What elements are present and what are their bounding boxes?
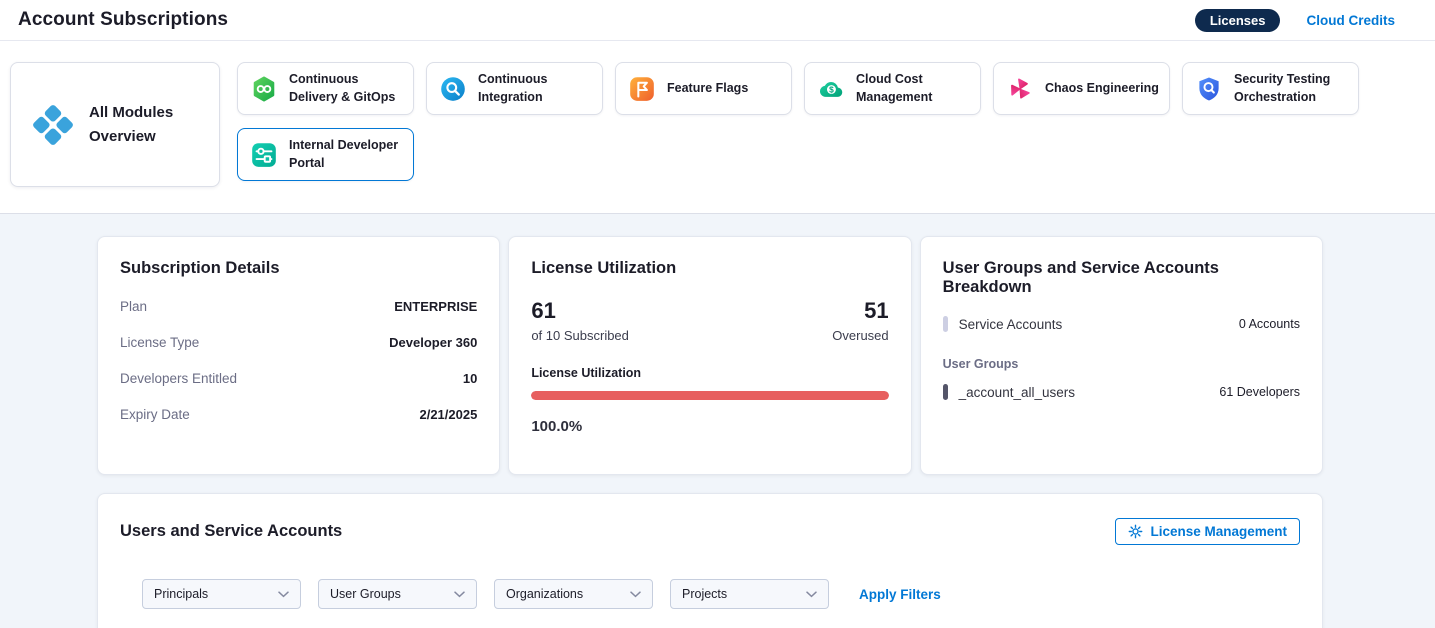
service-accounts-row: Service Accounts 0 Accounts [942,316,1300,332]
module-tile-continuous-delivery[interactable]: Continuous Delivery & GitOps [237,62,414,115]
license-utilization-stats: 61 of 10 Subscribed 51 Overused [531,298,888,343]
utilization-bar-track [531,391,889,400]
license-management-label: License Management [1150,524,1287,539]
all-modules-overview-card[interactable]: All Modules Overview [10,62,220,187]
module-tiles: Continuous Delivery & GitOps Continuous … [237,62,1377,187]
gear-icon [1129,524,1143,539]
module-tile-chaos-engineering[interactable]: Chaos Engineering [993,62,1170,115]
module-tile-cloud-cost-management[interactable]: $ Cloud Cost Management [804,62,981,115]
ccm-icon: $ [819,81,843,97]
module-tile-label: Security Testing Orchestration [1234,72,1331,104]
ci-icon [441,76,465,101]
detail-row-license-type: License Type Developer 360 [120,335,478,350]
service-accounts-value: 0 Accounts [1238,317,1300,331]
tab-licenses[interactable]: Licenses [1194,8,1281,32]
tab-cloud-credits[interactable]: Cloud Credits [1306,12,1395,28]
filters-row: Principals User Groups Organizations Pro… [142,579,1300,609]
breakdown-card: User Groups and Service Accounts Breakdo… [919,236,1323,475]
top-bar: Account Subscriptions Licenses Cloud Cre… [0,0,1435,41]
detail-row-expiry-date: Expiry Date 2/21/2025 [120,407,478,422]
chaos-icon [1011,78,1030,99]
overused-stat: 51 Overused [832,298,888,343]
detail-row-developers-entitled: Developers Entitled 10 [120,371,478,386]
user-groups-filter-dropdown[interactable]: User Groups [318,579,477,609]
summary-cards-row: Subscription Details Plan ENTERPRISE Lic… [97,236,1323,475]
user-groups-heading: User Groups [942,357,1019,371]
user-group-marker [942,384,948,400]
users-section-header: Users and Service Accounts License Manag… [120,518,1300,545]
subscriptions-content: Subscription Details Plan ENTERPRISE Lic… [0,214,1435,628]
projects-filter-dropdown[interactable]: Projects [670,579,829,609]
all-modules-overview-label: All Modules Overview [89,104,174,145]
organizations-filter-dropdown[interactable]: Organizations [494,579,653,609]
chevron-down-icon [630,590,641,597]
service-accounts-label: Service Accounts [958,316,1063,332]
subscription-details-title: Subscription Details [120,259,280,277]
license-utilization-title: License Utilization [531,259,677,277]
chevron-down-icon [278,590,289,597]
utilization-percent: 100.0% [531,418,583,435]
page-title: Account Subscriptions [18,9,229,30]
module-tile-label: Continuous Integration [478,72,548,104]
user-group-name: _account_all_users [958,384,1075,400]
overused-caption: Overused [832,328,889,343]
module-tile-label: Cloud Cost Management [856,72,933,104]
users-section-title: Users and Service Accounts [120,522,343,540]
cd-gitops-icon [253,76,275,101]
module-tile-label: Continuous Delivery & GitOps [289,72,396,104]
service-accounts-marker [942,316,948,332]
all-modules-icon [33,104,73,145]
apply-filters-link[interactable]: Apply Filters [859,586,941,602]
detail-row-plan: Plan ENTERPRISE [120,299,478,314]
overused-count: 51 [864,298,889,323]
top-bar-tabs: Licenses Cloud Credits [1194,8,1395,32]
module-tile-label: Internal Developer Portal [289,138,399,170]
module-tile-feature-flags[interactable]: Feature Flags [615,62,792,115]
used-count: 61 [531,298,556,323]
user-group-value: 61 Developers [1219,385,1300,399]
module-tile-security-testing[interactable]: Security Testing Orchestration [1182,62,1359,115]
chevron-down-icon [454,590,465,597]
breakdown-title: User Groups and Service Accounts Breakdo… [942,259,1219,296]
users-service-accounts-card: Users and Service Accounts License Manag… [97,493,1323,628]
utilization-bar-fill [531,391,889,400]
module-tile-continuous-integration[interactable]: Continuous Integration [426,62,603,115]
module-tile-internal-developer-portal[interactable]: Internal Developer Portal [237,128,414,181]
feature-flags-icon [630,76,654,101]
idp-icon [252,142,276,167]
principals-filter-dropdown[interactable]: Principals [142,579,301,609]
chevron-down-icon [806,590,817,597]
module-tile-label: Feature Flags [667,80,749,95]
svg-text:$: $ [829,84,834,94]
license-management-button[interactable]: License Management [1115,518,1300,545]
utilization-bar-label: License Utilization [531,366,642,380]
subscription-details-card: Subscription Details Plan ENTERPRISE Lic… [97,236,501,475]
module-tile-label: Chaos Engineering [1045,80,1159,95]
used-stat: 61 of 10 Subscribed [531,298,629,343]
sto-icon [1199,76,1219,101]
user-group-row: _account_all_users 61 Developers [942,384,1300,400]
used-caption: of 10 Subscribed [531,328,629,343]
license-utilization-card: License Utilization 61 of 10 Subscribed … [508,236,912,475]
module-band: All Modules Overview Continuous Delivery… [0,41,1435,214]
